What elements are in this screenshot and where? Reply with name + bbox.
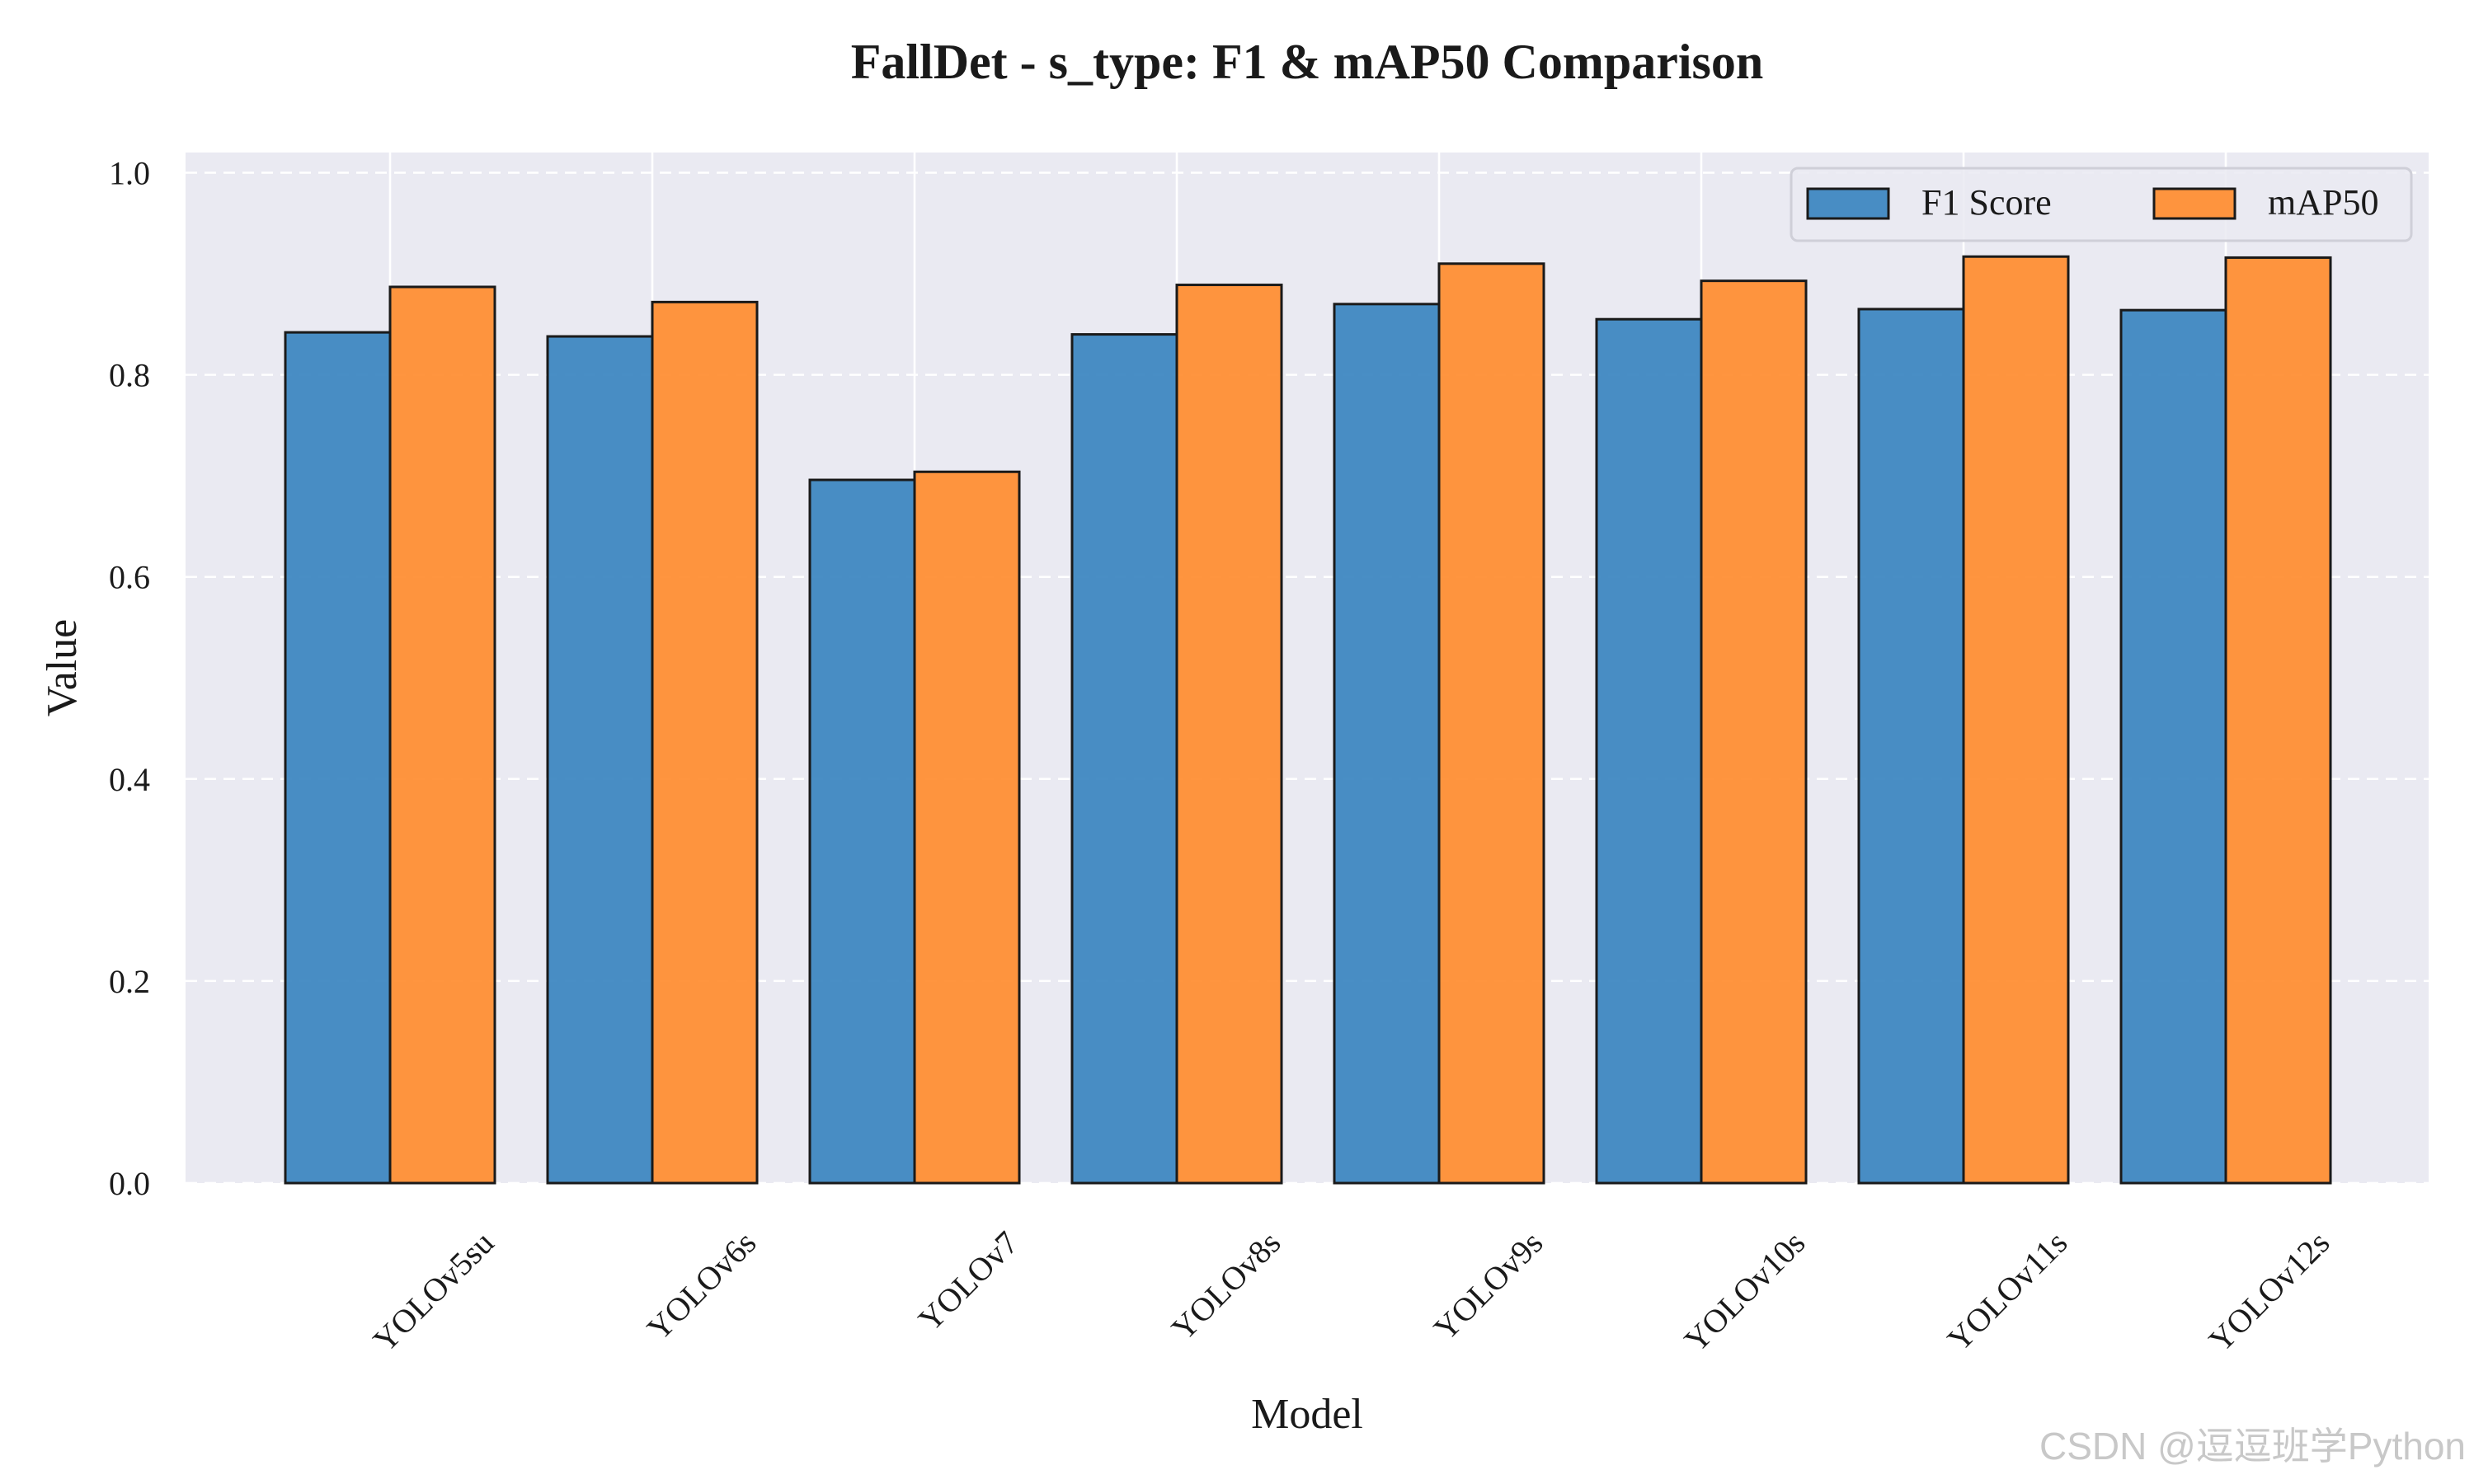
bar-map50: [1175, 284, 1283, 1185]
chart-title: FallDet - s_type: F1 & mAP50 Comparison: [851, 35, 1764, 89]
y-tick-label: 0.6: [109, 559, 150, 596]
bar-map50: [1437, 262, 1545, 1185]
y-tick-label: 0.2: [109, 963, 150, 1000]
y-tick-label: 0.4: [109, 761, 150, 798]
legend-swatch-f1-score: [1806, 187, 1890, 220]
x-tick-label: YOLOv6s: [640, 1224, 764, 1348]
bar-f1-score: [1070, 333, 1178, 1185]
legend-label-f1-score: F1 Score: [1921, 182, 2052, 223]
y-tick-label: 0.0: [109, 1165, 150, 1202]
bar-f1-score: [1857, 308, 1965, 1185]
x-tick-label: YOLOv9s: [1427, 1224, 1550, 1348]
y-tick-label: 1.0: [109, 155, 150, 192]
bar-map50: [651, 300, 759, 1185]
x-tick-label: YOLOv7: [911, 1224, 1026, 1339]
y-axis-label: Value: [39, 619, 86, 716]
bar-map50: [913, 470, 1021, 1185]
x-tick-labels: YOLOv5su YOLOv6s YOLOv7 YOLOv8s YOLOv9s YOLOv…: [366, 1224, 2337, 1360]
bar-layer: [284, 255, 2332, 1185]
bar-f1-score: [808, 478, 916, 1185]
y-tick-labels: 0.0 0.2 0.4 0.6 0.8 1.0: [109, 155, 150, 1202]
bar-f1-score: [284, 331, 392, 1185]
legend-label-map50: mAP50: [2268, 182, 2378, 223]
bar-map50: [2224, 256, 2332, 1185]
bar-f1-score: [1595, 317, 1703, 1185]
x-axis-label: Model: [1251, 1391, 1363, 1438]
bar-f1-score: [2119, 308, 2227, 1185]
legend: F1 Score mAP50: [1790, 167, 2413, 242]
x-tick-label: YOLOv10s: [1677, 1224, 1813, 1360]
y-tick-label: 0.8: [109, 357, 150, 394]
bar-f1-score: [1333, 303, 1441, 1185]
bar-map50: [1962, 255, 2070, 1185]
bar-map50: [388, 285, 496, 1185]
plot-area: [186, 153, 2429, 1183]
legend-swatch-map50: [2152, 187, 2236, 220]
x-tick-label: YOLOv8s: [1164, 1224, 1288, 1348]
legend-frame: [1790, 167, 2413, 242]
bar-map50: [1700, 279, 1808, 1185]
bar-f1-score: [546, 335, 654, 1185]
watermark-text: CSDN @逗逗班学Python: [2039, 1425, 2466, 1468]
x-tick-label: YOLOv11s: [1940, 1224, 2075, 1359]
x-tick-label: YOLOv12s: [2202, 1224, 2337, 1360]
x-tick-label: YOLOv5su: [366, 1224, 501, 1360]
